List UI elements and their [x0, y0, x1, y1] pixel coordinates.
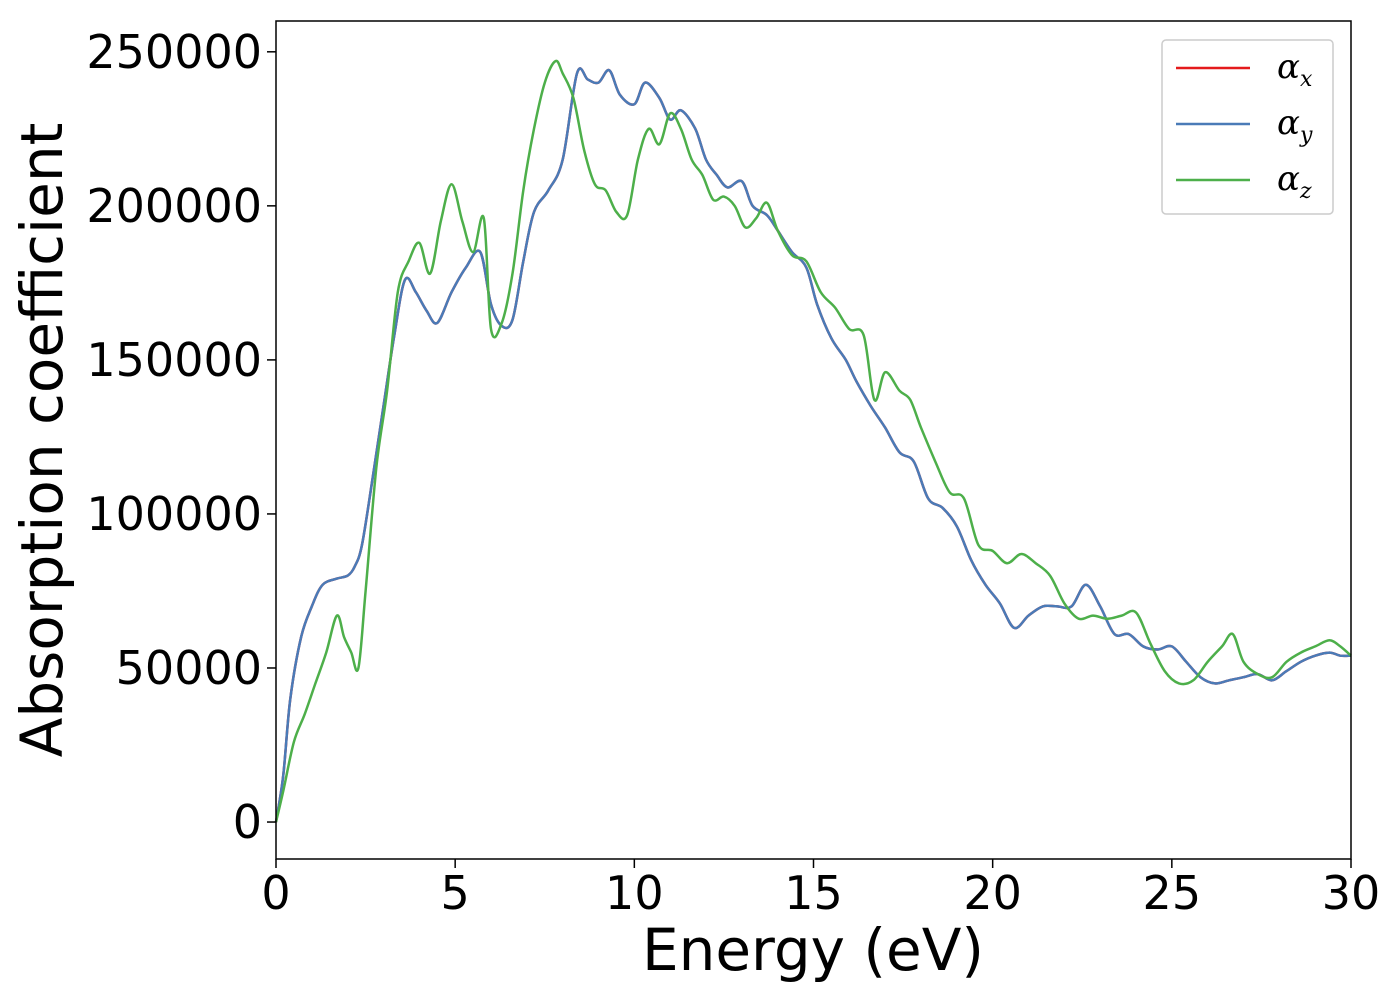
x-tick-label: 10 — [605, 866, 664, 920]
y-tick-label: 200000 — [86, 179, 262, 233]
y-axis-title: Absorption coefficient — [8, 123, 76, 758]
y-tick-label: 100000 — [86, 487, 262, 541]
x-tick-label: 25 — [1143, 866, 1202, 920]
x-tick-label: 30 — [1322, 866, 1381, 920]
y-tick-label: 250000 — [86, 25, 262, 79]
x-axis-title: Energy (eV) — [642, 916, 984, 984]
y-tick-label: 50000 — [116, 641, 262, 695]
x-tick-label: 20 — [963, 866, 1022, 920]
legend-box — [1161, 39, 1334, 215]
y-tick-label: 150000 — [86, 333, 262, 387]
series-layer — [274, 59, 1352, 823]
y-axis-ticks: 0 50000 100000 150000 200000 250000 — [86, 25, 276, 849]
x-tick-label: 0 — [261, 866, 290, 920]
y-tick-label: 0 — [233, 795, 262, 849]
x-axis-ticks: 0 5 10 15 20 25 30 — [261, 859, 1380, 920]
series-line-z — [274, 59, 1352, 823]
x-tick-label: 15 — [784, 866, 843, 920]
x-tick-label: 5 — [441, 866, 470, 920]
